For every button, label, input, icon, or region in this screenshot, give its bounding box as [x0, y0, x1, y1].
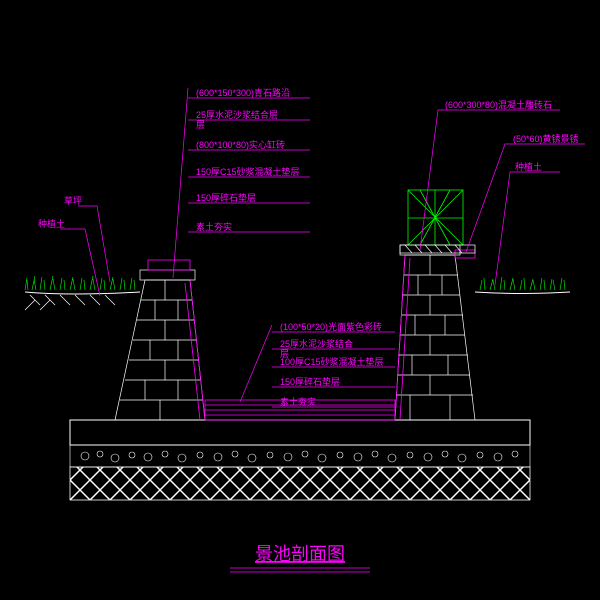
drawing-title: 景池剖面图: [255, 544, 345, 564]
planter-soil: [400, 245, 475, 253]
label-c4: 素土夯实: [280, 396, 316, 407]
label-r2: 种植土: [515, 161, 542, 172]
planter-box: [408, 190, 463, 245]
labels: 草坪 种植土 (600*150*300)青石路沿 25厚水泥沙浆结合层 层 (8…: [38, 87, 579, 407]
label-plantsoil-l: 种植土: [38, 218, 65, 229]
left-grass: [25, 276, 140, 310]
right-wall: [395, 245, 475, 420]
label-u0: (600*150*300)青石路沿: [196, 87, 290, 98]
label-u1: 25厚水泥沙浆结合层: [196, 109, 278, 120]
label-u5: 素土夯实: [196, 221, 232, 232]
gravel-pattern: [81, 451, 518, 462]
base-slab: [70, 420, 530, 445]
label-u2: (800*100*80)实心缸砖: [196, 139, 285, 150]
label-lawn: 草坪: [64, 195, 82, 206]
section-drawing: 草坪 种植土 (600*150*300)青石路沿 25厚水泥沙浆结合层 层 (8…: [0, 0, 600, 600]
right-grass: [475, 277, 570, 294]
soil-layer: [70, 467, 530, 500]
label-c1: 25厚水泥沙浆结合: [280, 338, 353, 349]
left-wall: [115, 260, 205, 420]
label-u1b: 层: [196, 120, 205, 130]
label-u3: 150厚C15砂浆混凝土垫层: [196, 166, 300, 177]
label-c2: 100厚C15砂浆混凝土垫层: [280, 356, 384, 367]
label-r0: (600*300*80)混凝土雕砖石: [445, 99, 552, 110]
label-c0: (100*50*20)光面紫色彩砖: [280, 321, 382, 332]
gravel-layer: [70, 445, 530, 467]
label-c3: 150厚碎石垫层: [280, 376, 340, 387]
label-u4: 150厚碎石垫层: [196, 192, 256, 203]
label-r1: (50*60)黄锈景锈: [513, 133, 579, 144]
